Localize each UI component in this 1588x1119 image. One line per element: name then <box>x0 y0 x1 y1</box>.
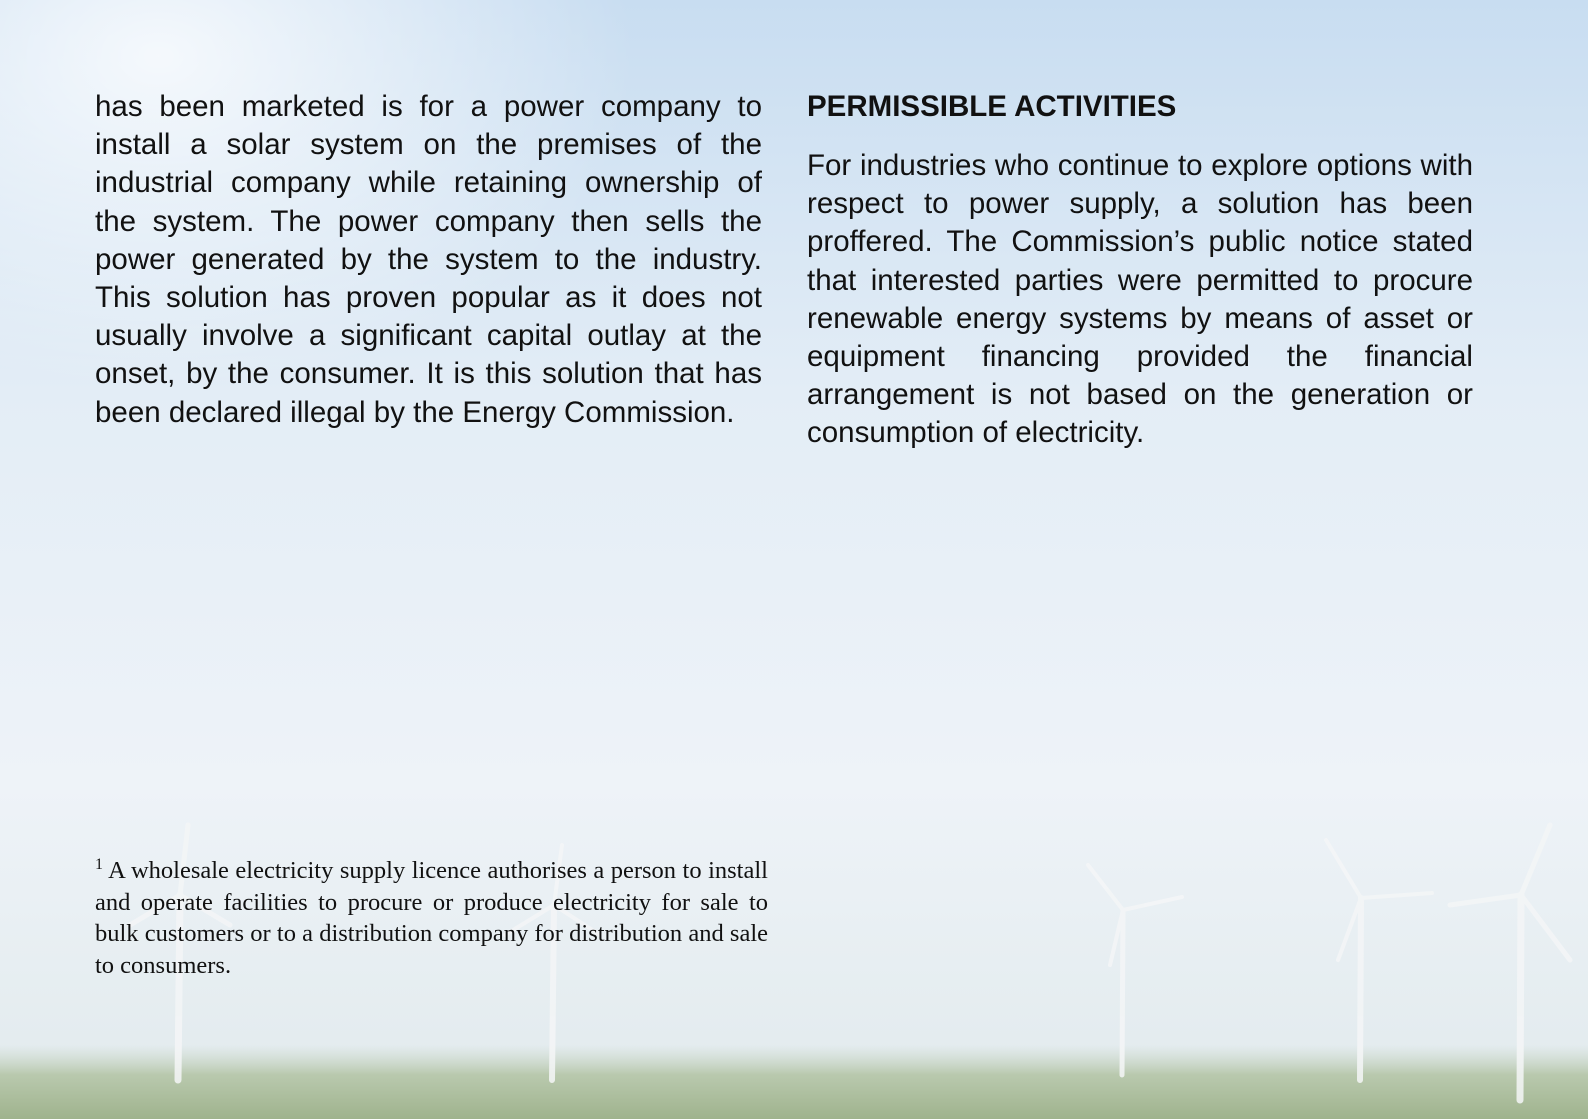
body-paragraph: For industries who continue to explore o… <box>807 147 1473 453</box>
page: {"left_column": {"paragraph": "has been … <box>0 0 1588 1119</box>
footnote: 1 A wholesale electricity supply licence… <box>95 855 768 982</box>
body-paragraph: has been marketed is for a power company… <box>95 88 762 432</box>
footnote-text: A wholesale electricity supply licence a… <box>95 857 768 979</box>
section-heading: PERMISSIBLE ACTIVITIES <box>807 88 1176 126</box>
footnote-marker: 1 <box>95 856 103 873</box>
